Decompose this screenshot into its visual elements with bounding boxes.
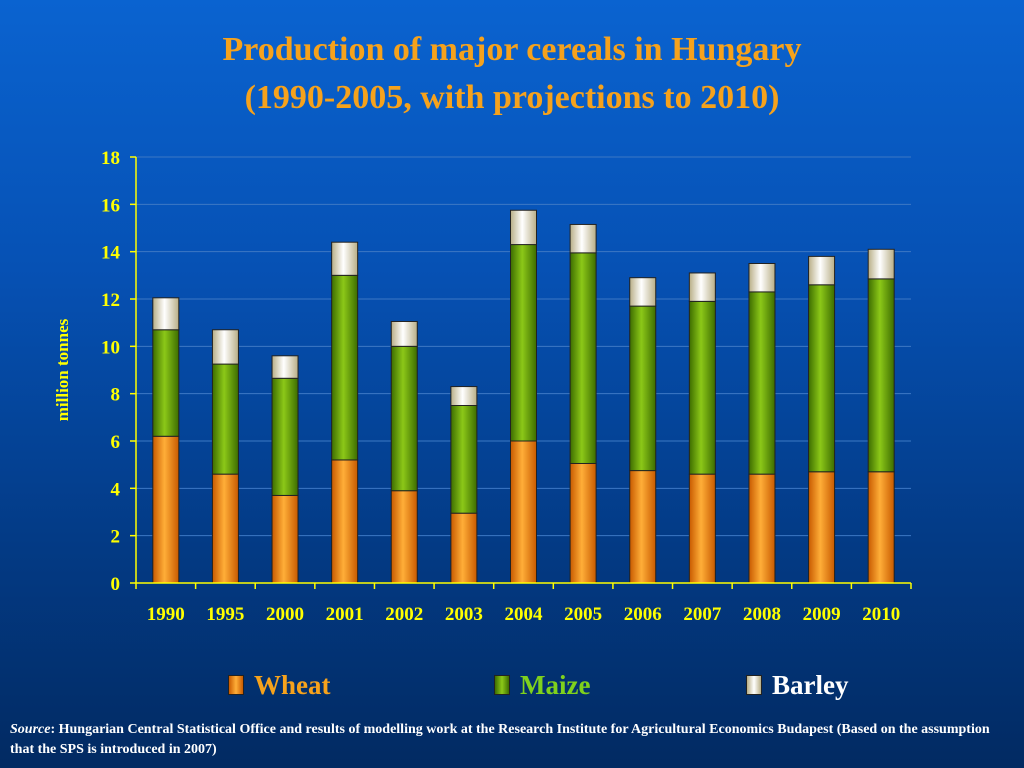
- x-tick-label: 2007: [683, 604, 722, 625]
- y-tick-label: 16: [101, 195, 120, 216]
- bar-wheat-2009: [808, 471, 836, 584]
- x-tick-label: 1990: [147, 604, 185, 625]
- bars: [152, 209, 895, 584]
- bar-maize-2001: [331, 274, 359, 461]
- x-tick-label: 2009: [803, 604, 841, 625]
- bar-barley-1995: [211, 329, 239, 365]
- legend-label-maize: Maize: [520, 669, 591, 700]
- legend-swatch-wheat: [228, 675, 244, 695]
- legend-item-maize: Maize: [494, 668, 590, 702]
- x-tick-label: 2010: [862, 604, 900, 625]
- legend-label-wheat: Wheat: [254, 669, 331, 700]
- legend-swatch-maize: [494, 675, 510, 695]
- x-tick-label: 2004: [505, 604, 544, 625]
- legend-item-wheat: Wheat: [228, 668, 331, 702]
- x-tick-label: 1995: [206, 604, 244, 625]
- bar-maize-2008: [748, 291, 776, 475]
- y-tick-label: 18: [101, 148, 120, 169]
- y-tick-label: 2: [111, 527, 121, 548]
- source-note: Source: Hungarian Central Statistical Of…: [10, 720, 1014, 760]
- stacked-bar-chart: 0 2 4 6 8 10 12 14 16 18 1990 1995 2000 2001 2002 2003 2…: [53, 148, 912, 625]
- bar-maize-2004: [510, 244, 537, 442]
- bar-barley-2004: [510, 209, 537, 246]
- x-tick-label: 2001: [326, 604, 364, 625]
- x-tick-label: 2006: [624, 604, 662, 625]
- y-tick-label: 6: [111, 432, 121, 453]
- bar-barley-2006: [629, 277, 657, 307]
- bar-barley-2001: [331, 241, 359, 276]
- y-tick-label: 10: [101, 337, 120, 358]
- x-tick-label: 2000: [266, 604, 304, 625]
- bar-barley-2009: [808, 255, 836, 286]
- bar-maize-2000: [271, 377, 299, 496]
- bar-barley-2000: [271, 355, 299, 379]
- y-tick-label: 4: [111, 479, 121, 500]
- bar-maize-2006: [629, 305, 657, 472]
- x-tick-label: 2002: [385, 604, 423, 625]
- bar-wheat-1995: [211, 473, 239, 584]
- bar-maize-2007: [688, 300, 716, 475]
- bar-maize-2003: [450, 405, 478, 514]
- legend-swatch-barley: [746, 675, 762, 695]
- bar-maize-2002: [390, 345, 418, 492]
- bar-maize-1990: [152, 329, 180, 437]
- y-tick-label: 0: [111, 574, 121, 595]
- bar-maize-2005: [569, 252, 597, 464]
- chart-title: Production of major cereals in Hungary: [222, 31, 802, 68]
- bar-maize-2010: [867, 278, 895, 473]
- y-tick-label: 12: [101, 290, 120, 311]
- bar-barley-2002: [390, 320, 418, 347]
- bar-barley-2010: [867, 248, 895, 280]
- y-axis-label: million tonnes: [53, 318, 72, 421]
- chart-subtitle: (1990-2005, with projections to 2010): [244, 79, 780, 116]
- bar-barley-2007: [688, 272, 716, 302]
- bar-barley-2008: [748, 263, 776, 293]
- legend-label-barley: Barley: [772, 669, 849, 700]
- bar-wheat-2004: [510, 440, 537, 584]
- x-tick-label: 2008: [743, 604, 781, 625]
- bar-wheat-2003: [450, 512, 478, 584]
- bar-wheat-2000: [271, 494, 299, 584]
- bar-barley-1990: [152, 297, 180, 331]
- bar-maize-1995: [211, 363, 239, 475]
- x-tick-label: 2003: [445, 604, 483, 625]
- y-tick-label: 14: [101, 243, 121, 264]
- bar-wheat-2006: [629, 470, 657, 584]
- legend-item-barley: Barley: [746, 668, 848, 702]
- source-text: : Hungarian Central Statistical Office a…: [10, 722, 990, 757]
- source-label: Source: [10, 722, 51, 737]
- bar-barley-2005: [569, 223, 597, 254]
- bar-wheat-1990: [152, 435, 180, 584]
- bar-wheat-2007: [688, 473, 716, 584]
- bar-barley-2003: [450, 386, 478, 407]
- x-tick-label: 2005: [564, 604, 602, 625]
- bar-wheat-2005: [569, 462, 597, 584]
- y-tick-label: 8: [111, 385, 121, 406]
- bar-wheat-2008: [748, 473, 776, 584]
- bar-wheat-2010: [867, 471, 895, 584]
- bar-wheat-2002: [390, 490, 418, 584]
- axes: 0 2 4 6 8 10 12 14 16 18 1990 1995 2000 2001 2002 2003 2…: [101, 148, 912, 625]
- bar-wheat-2001: [331, 459, 359, 584]
- bar-maize-2009: [808, 284, 836, 473]
